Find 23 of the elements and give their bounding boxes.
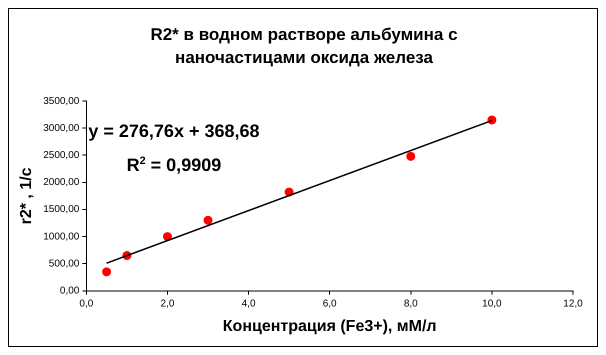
chart-title: R2* в водном растворе альбумина с наночастицами оксида железа xyxy=(149,24,459,69)
x-tick-label: 8,0 xyxy=(404,298,418,310)
y-tick-label: 2500,00 xyxy=(43,150,80,161)
y-tick-label: 2000,00 xyxy=(43,177,80,188)
x-tick-label: 2,0 xyxy=(160,298,175,310)
x-tick-label: 4,0 xyxy=(242,298,256,310)
x-tick-label: 6,0 xyxy=(322,298,338,310)
x-tick-label: 10,0 xyxy=(482,298,502,310)
y-tick-label: 0,00 xyxy=(60,286,80,297)
y-tick-label: 3500,00 xyxy=(43,96,80,107)
x-tick-label: 12,0 xyxy=(563,298,584,310)
point xyxy=(102,267,112,276)
x-tick-label: 0,0 xyxy=(79,298,94,310)
y-tick-label: 1500,00 xyxy=(43,204,80,216)
point xyxy=(162,232,172,242)
y-tick-label: 3000,00 xyxy=(43,122,80,134)
point xyxy=(406,152,416,161)
point xyxy=(204,216,213,225)
y-tick-label: 1000,00 xyxy=(43,231,80,242)
annotation: y = 276,76x + 368,68 xyxy=(88,121,260,141)
y-axis-title: r2* , 1/с xyxy=(18,167,36,224)
y-tick-label: 500,00 xyxy=(48,258,80,270)
x-axis-title: Концентрация (Fe3+), мМ/л xyxy=(222,318,437,335)
